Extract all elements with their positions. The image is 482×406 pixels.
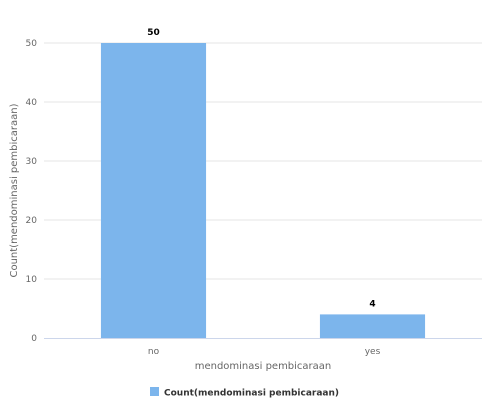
y-tick-label: 50: [26, 39, 38, 49]
y-tick-label: 0: [31, 334, 37, 344]
y-tick-label: 40: [26, 98, 38, 108]
bar-yes[interactable]: [319, 314, 426, 338]
bar-no[interactable]: [100, 43, 207, 338]
bars: [100, 43, 426, 338]
x-axis-title: mendominasi pembicaraan: [195, 361, 332, 372]
data-label-yes: 4: [369, 299, 375, 309]
y-axis-title: Count(mendominasi pembicaraan): [9, 103, 20, 277]
data-labels: 50 4: [147, 28, 375, 309]
legend-label: Count(mendominasi pembicaraan): [164, 389, 339, 399]
x-axis-ticks: no yes: [148, 347, 381, 357]
legend-swatch: [150, 387, 159, 396]
x-tick-label: yes: [365, 347, 381, 357]
x-tick-label: no: [148, 347, 160, 357]
y-axis-ticks: 0 10 20 30 40 50: [26, 39, 38, 344]
data-label-no: 50: [147, 28, 160, 38]
y-tick-label: 10: [26, 275, 38, 285]
y-tick-label: 20: [26, 216, 38, 226]
legend[interactable]: Count(mendominasi pembicaraan): [150, 387, 339, 399]
y-tick-label: 30: [26, 157, 38, 167]
